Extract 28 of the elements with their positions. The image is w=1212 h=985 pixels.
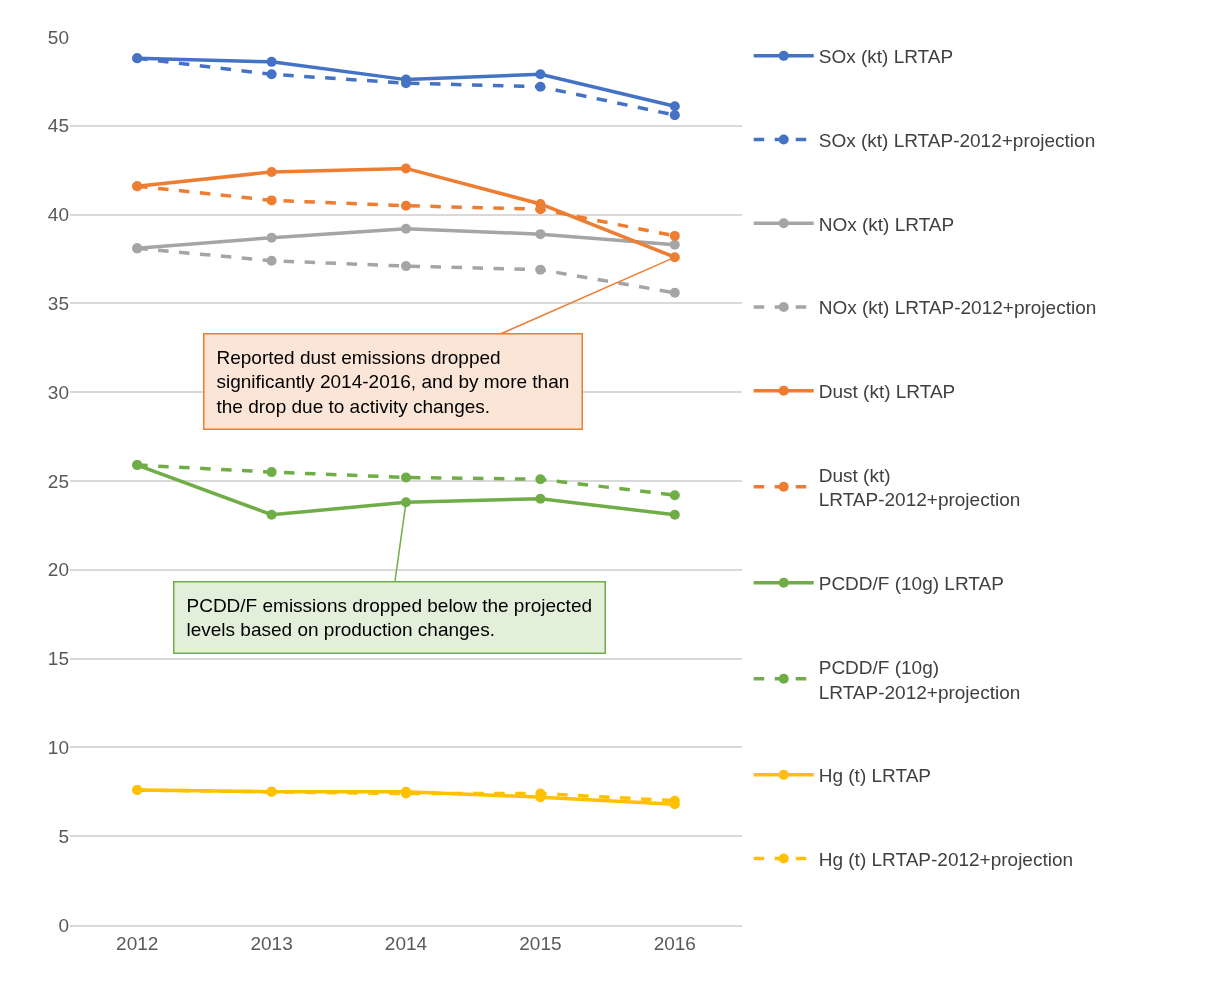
y-tick-label: 40 [47,204,69,226]
x-tick-label: 2015 [519,932,562,954]
y-tick-label: 50 [47,26,69,48]
legend-label: SOx (kt) LRTAP-2012+projection [818,129,1096,151]
y-tick-label: 15 [47,648,69,670]
y-tick-label: 5 [58,825,69,847]
legend-label: Dust (kt) LRTAP-2012+projection [818,464,1021,511]
y-tick-label: 35 [47,293,69,315]
y-tick-label: 30 [47,381,69,403]
legend-label: PCDD/F (10g) LRTAP [818,573,1004,595]
legend-label: SOx (kt) LRTAP [818,46,954,68]
y-tick-label: 45 [47,115,69,137]
y-tick-label: 25 [47,470,69,492]
y-tick-label: 10 [47,737,69,759]
legend-label: Hg (t) LRTAP [818,765,931,787]
x-tick-label: 2013 [250,932,293,954]
legend-label: NOx (kt) LRTAP [818,213,955,235]
x-tick-label: 2012 [116,932,159,954]
legend-label: Dust (kt) LRTAP [818,381,956,403]
legend-label: NOx (kt) LRTAP-2012+projection [818,297,1097,319]
y-tick-label: 0 [58,914,69,936]
x-tick-label: 2014 [384,932,428,954]
x-tick-label: 2016 [653,932,696,954]
legend-label: PCDD/F (10g) LRTAP-2012+projection [818,656,1021,703]
annotation: PCDD/F emissions dropped below the projected levels based on production changes. [186,594,593,641]
y-tick-label: 20 [47,559,69,581]
annotation: Reported dust emissions dropped significantly 2014-2016, and by more than the drop due to activity changes. [216,346,570,417]
legend-label: Hg (t) LRTAP-2012+projection [818,848,1074,870]
